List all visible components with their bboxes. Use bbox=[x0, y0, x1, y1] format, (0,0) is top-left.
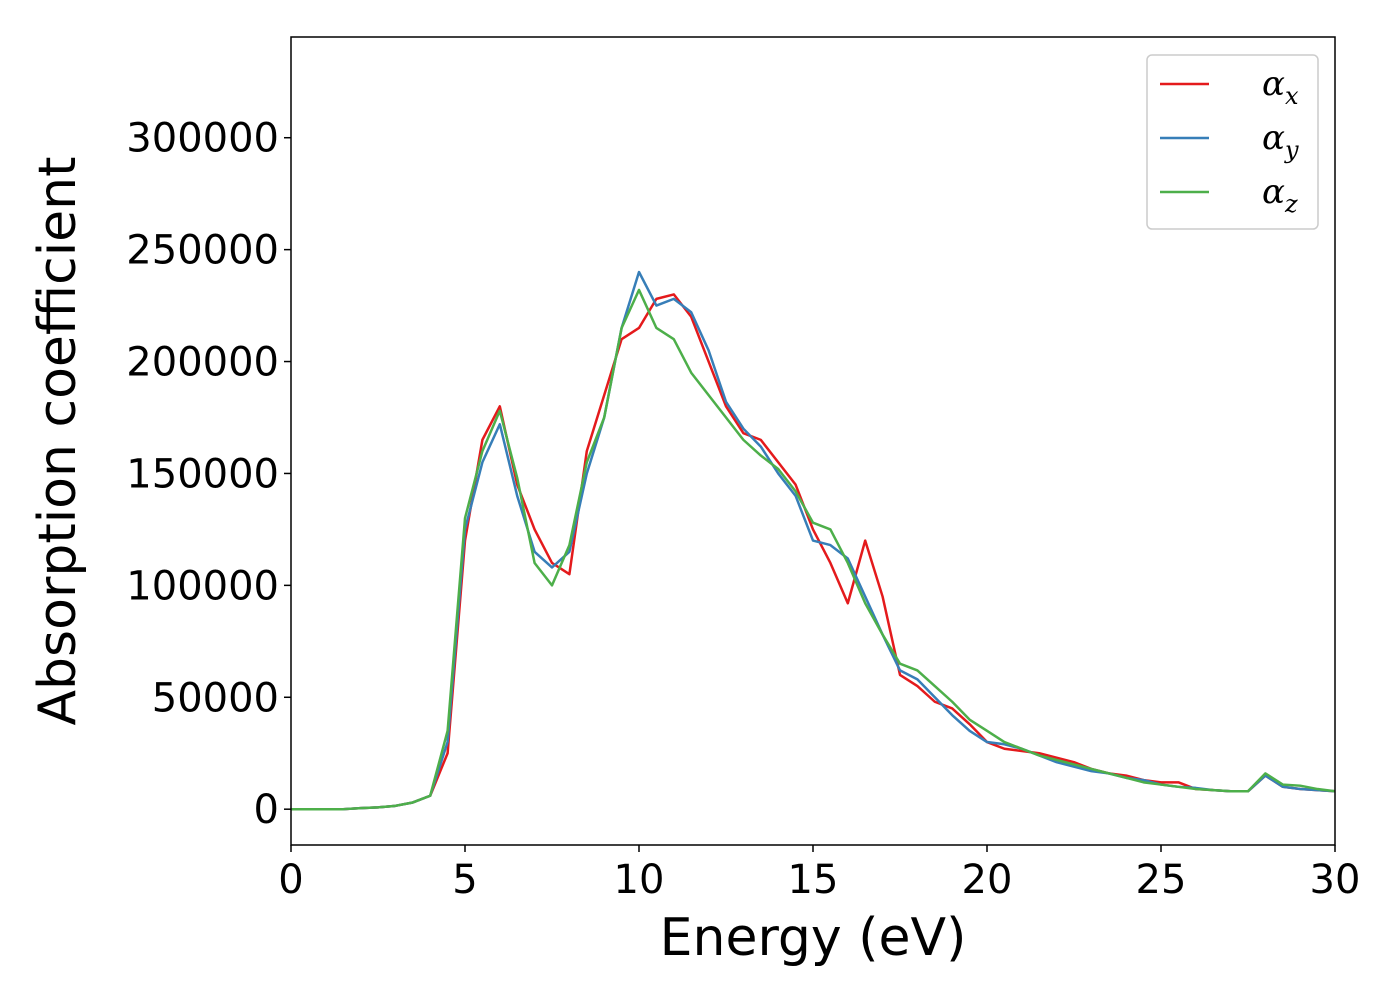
y-tick-label: 300000 bbox=[126, 116, 279, 162]
y-axis-label: Absorption coefficient bbox=[28, 156, 88, 725]
y-tick-label: 100000 bbox=[126, 563, 279, 609]
y-tick-label: 150000 bbox=[126, 451, 279, 497]
x-tick-label: 0 bbox=[278, 857, 303, 903]
x-tick-label: 15 bbox=[788, 857, 839, 903]
x-tick-label: 10 bbox=[614, 857, 665, 903]
x-tick-label: 30 bbox=[1310, 857, 1361, 903]
y-tick-label: 0 bbox=[254, 787, 279, 833]
y-tick-label: 250000 bbox=[126, 228, 279, 274]
legend-box bbox=[1146, 54, 1319, 230]
x-tick-label: 20 bbox=[962, 857, 1013, 903]
x-tick-label: 5 bbox=[452, 857, 477, 903]
x-tick-label: 25 bbox=[1136, 857, 1187, 903]
legend-label: αz bbox=[1262, 172, 1298, 218]
plot-frame bbox=[290, 36, 1336, 846]
y-tick-label: 50000 bbox=[152, 675, 279, 721]
series-line bbox=[291, 288, 1336, 811]
x-axis-label: Energy (eV) bbox=[660, 908, 967, 968]
legend-label: αx bbox=[1262, 64, 1299, 110]
y-tick-label: 200000 bbox=[126, 340, 279, 386]
legend-label: αy bbox=[1262, 118, 1299, 164]
